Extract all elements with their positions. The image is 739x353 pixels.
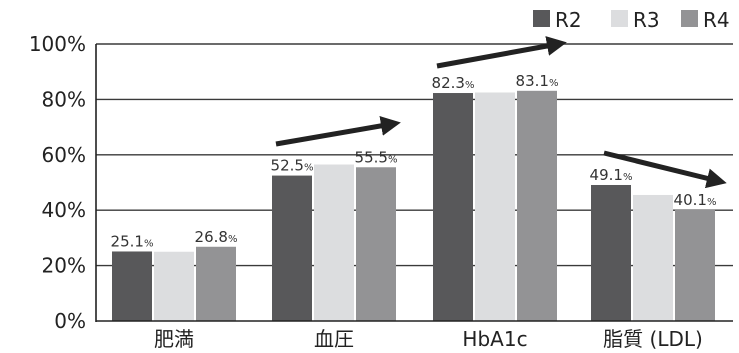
data-label: 52.5%: [271, 157, 314, 175]
bar-R2: [433, 93, 473, 322]
axes: [95, 44, 733, 322]
x-axis-labels: 肥満 血圧 HbA1c 脂質 (LDL): [154, 327, 703, 351]
bar-R3: [154, 251, 194, 321]
bar-R3: [314, 164, 354, 321]
x-category-label: HbA1c: [462, 327, 527, 351]
legend-label-R3: R3: [633, 8, 660, 32]
trend-arrows: [275, 36, 727, 189]
data-label: 40.1%: [674, 191, 717, 209]
data-label: 82.3%: [432, 74, 475, 92]
x-category-label: 肥満: [154, 327, 194, 351]
trend-arrow: [275, 116, 401, 147]
legend-swatch-R4: [681, 10, 698, 27]
y-tick-label: 60%: [42, 143, 86, 167]
bars: [112, 90, 715, 322]
bar-R2: [591, 184, 631, 321]
y-tick-label: 100%: [29, 32, 86, 56]
data-label: 55.5%: [355, 148, 398, 166]
trend-arrow: [603, 150, 727, 189]
y-tick-label: 40%: [42, 198, 86, 222]
bar-R2: [112, 251, 152, 321]
bar-R2: [272, 175, 312, 321]
bar-R3: [475, 92, 515, 321]
data-label: 49.1%: [590, 166, 633, 184]
legend-swatch-R2: [533, 10, 550, 27]
bar-R4: [675, 209, 715, 321]
data-labels: 25.1% 26.8% 52.5% 55.5% 82.3% 83.1% 49.1% 40.1%: [111, 72, 717, 251]
x-category-label: 脂質 (LDL): [603, 327, 703, 351]
legend-label-R4: R4: [703, 8, 730, 32]
trend-arrow: [436, 36, 567, 69]
y-tick-label: 20%: [42, 254, 86, 278]
x-category-label: 血圧: [314, 327, 354, 351]
y-axis-ticks: 0% 20% 40% 60% 80% 100%: [29, 32, 86, 333]
legend: R2 R3 R4: [533, 8, 730, 32]
data-label: 26.8%: [195, 228, 238, 246]
y-tick-label: 0%: [54, 309, 86, 333]
y-tick-label: 80%: [42, 87, 86, 111]
data-label: 25.1%: [111, 232, 154, 250]
legend-label-R2: R2: [555, 8, 582, 32]
bar-R4: [356, 167, 396, 321]
legend-swatch-R3: [611, 10, 628, 27]
data-label: 83.1%: [516, 72, 559, 90]
bar-R4: [196, 246, 236, 321]
bar-R4: [517, 90, 557, 321]
bar-R3: [633, 194, 673, 321]
